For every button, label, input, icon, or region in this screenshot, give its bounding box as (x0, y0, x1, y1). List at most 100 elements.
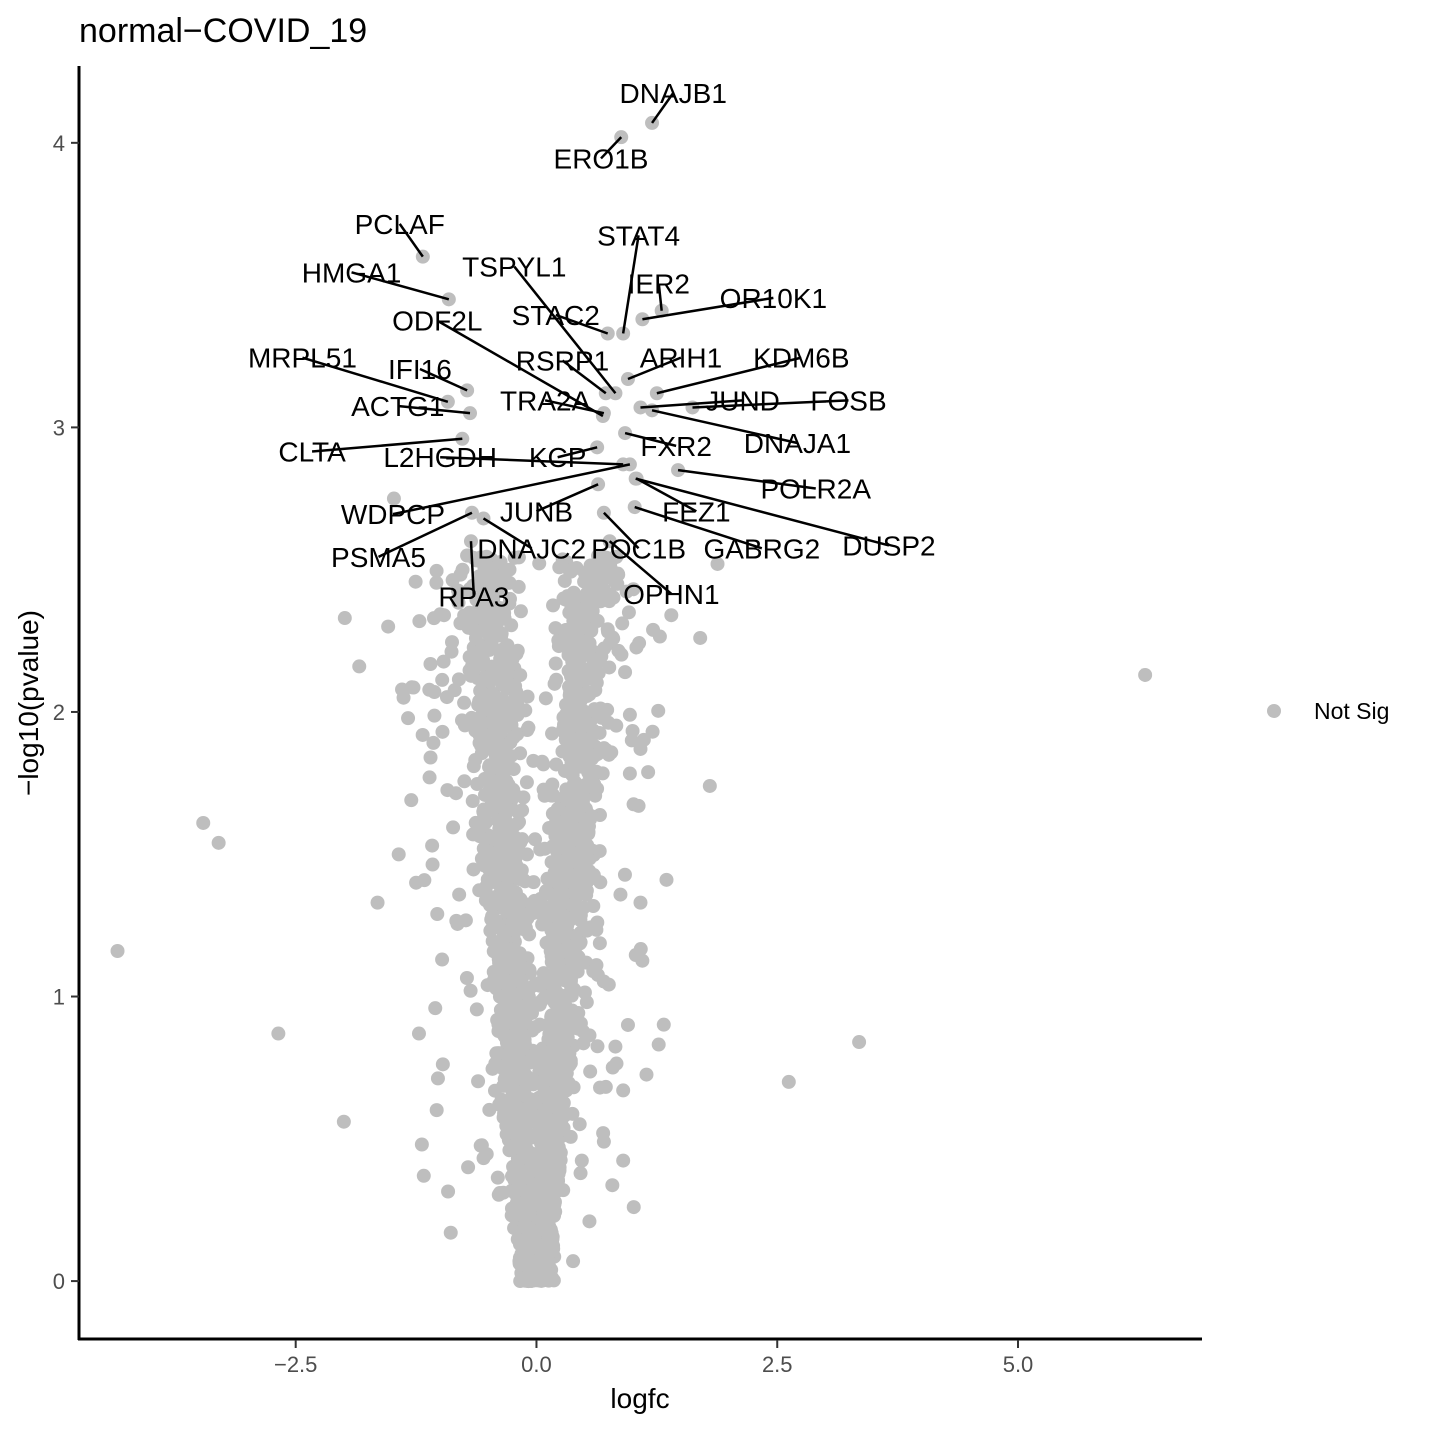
data-point (611, 643, 626, 658)
data-point (485, 934, 500, 949)
data-point (425, 857, 440, 872)
data-point (386, 491, 401, 506)
data-point (506, 1081, 521, 1096)
data-point (584, 623, 599, 638)
data-point (470, 817, 485, 832)
data-point (507, 818, 522, 833)
data-point (575, 610, 590, 625)
data-point (664, 608, 679, 623)
gene-label-wdpcp: WDPCP (341, 499, 445, 530)
data-point (549, 757, 564, 772)
data-point (487, 601, 502, 616)
data-point (586, 723, 601, 738)
data-point (562, 563, 577, 578)
data-point (488, 1083, 503, 1098)
x-tick-label: 5.0 (1003, 1352, 1034, 1377)
data-point (617, 867, 632, 882)
data-point (558, 1053, 573, 1068)
data-point (513, 668, 528, 683)
data-point (514, 1019, 529, 1034)
data-point (446, 820, 461, 835)
data-point (578, 755, 593, 770)
data-point (509, 1166, 524, 1181)
label-segment-rsrp1 (561, 359, 607, 395)
data-point (526, 1128, 541, 1143)
data-point (484, 704, 499, 719)
data-point (492, 989, 507, 1004)
y-tick-label: 3 (53, 415, 65, 440)
data-point (429, 575, 444, 590)
data-point (656, 1017, 671, 1032)
label-segment-poc1b (602, 511, 640, 550)
data-point (457, 695, 472, 710)
data-point (466, 759, 481, 774)
data-point (443, 1225, 458, 1240)
data-point (632, 636, 647, 651)
data-point (435, 724, 450, 739)
data-point (548, 656, 563, 671)
data-point (436, 654, 451, 669)
gene-labels: DNAJB1 ERO1B PCLAF HMGA1 TSPYL1 STAT4 IER2 OR10… (248, 78, 936, 613)
label-segment-stat4 (621, 235, 640, 334)
data-point (506, 1041, 521, 1056)
gene-label-ophn1: OPHN1 (623, 579, 719, 610)
data-point (476, 622, 491, 637)
data-point (593, 594, 608, 609)
data-point (514, 1062, 529, 1077)
data-point (552, 1163, 567, 1178)
data-point (544, 1033, 559, 1048)
data-point (499, 793, 514, 808)
data-point (610, 566, 625, 581)
data-point (615, 616, 630, 631)
data-point (550, 1044, 565, 1059)
label-segment-odf2l (436, 319, 604, 418)
data-point (487, 693, 502, 708)
data-point (589, 764, 604, 779)
data-point (621, 605, 636, 620)
data-point (522, 1236, 537, 1251)
data-point (110, 943, 125, 958)
data-point (430, 1071, 445, 1086)
data-point (590, 1039, 605, 1054)
data-point (423, 656, 438, 671)
data-point (469, 1002, 484, 1017)
data-point (458, 913, 473, 928)
data-point (587, 702, 602, 717)
data-point (507, 550, 522, 565)
gene-label-stat4: STAT4 (597, 220, 680, 251)
data-point (570, 964, 585, 979)
data-point (519, 847, 534, 862)
data-point (411, 1026, 426, 1041)
gene-label-tspyl1: TSPYL1 (462, 252, 566, 283)
data-point (337, 611, 352, 626)
data-point (490, 1013, 505, 1028)
data-point (496, 568, 511, 583)
data-point (548, 1151, 563, 1166)
label-segment-wdpcp (392, 463, 631, 516)
data-point (635, 953, 650, 968)
label-segment-kdm6b (656, 356, 802, 395)
data-point (514, 863, 529, 878)
data-point (592, 936, 607, 951)
data-point (579, 995, 594, 1010)
data-point (549, 959, 564, 974)
gene-label-ero1b: ERO1B (554, 143, 649, 174)
data-point (593, 549, 608, 564)
x-axis-ticks: −2.5 0.0 2.5 5.0 (274, 1340, 1033, 1377)
gene-label-hmga1: HMGA1 (302, 257, 402, 288)
data-point (484, 912, 499, 927)
label-segment-ophn1 (608, 540, 673, 595)
data-point (582, 640, 597, 655)
label-segments (302, 92, 890, 597)
data-point (539, 1179, 554, 1194)
data-point (521, 720, 536, 735)
gene-label-fosb: FOSB (810, 385, 886, 416)
data-point (487, 972, 502, 987)
data-point (532, 556, 547, 571)
data-point (498, 925, 513, 940)
data-point (579, 888, 594, 903)
data-point (584, 809, 599, 824)
data-point (513, 604, 528, 619)
data-point (540, 1226, 555, 1241)
data-point (370, 895, 385, 910)
